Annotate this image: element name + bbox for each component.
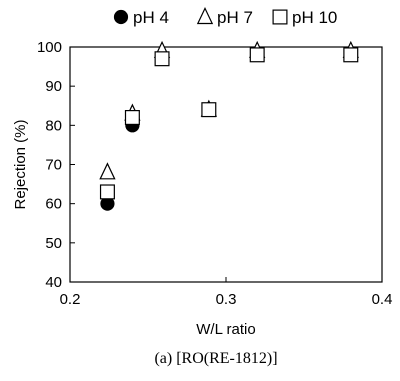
legend-marker xyxy=(196,6,214,25)
x-axis: 0.2 0.3 0.4 xyxy=(60,277,393,308)
x-tick-label: 0.2 xyxy=(60,291,81,308)
legend-label: pH 7 xyxy=(217,8,253,27)
data-point xyxy=(154,51,170,67)
x-tick-label: 0.3 xyxy=(216,291,237,308)
y-tick-label: 50 xyxy=(45,235,62,252)
legend-label: pH 4 xyxy=(133,8,169,27)
y-tick-label: 40 xyxy=(45,274,62,291)
data-point xyxy=(249,47,265,63)
data-point xyxy=(124,109,140,125)
y-axis: 40 50 60 70 80 90 100 xyxy=(37,39,75,291)
data-marks xyxy=(99,40,359,211)
figure-caption: (a) [RO(RE-1812)] xyxy=(154,350,277,367)
y-tick-label: 60 xyxy=(45,196,62,213)
data-point xyxy=(99,184,115,200)
legend: pH 4 pH 7 pH 10 xyxy=(113,6,337,27)
y-tick-label: 100 xyxy=(37,39,62,56)
data-point xyxy=(343,47,359,63)
plot-area-frame xyxy=(69,46,383,283)
data-point xyxy=(201,102,217,118)
legend-label: pH 10 xyxy=(292,8,337,27)
legend-item: pH 7 xyxy=(196,6,253,27)
y-tick-label: 80 xyxy=(45,117,62,134)
data-point xyxy=(99,162,116,180)
legend-marker xyxy=(272,9,288,25)
x-tick-label: 0.4 xyxy=(372,291,393,308)
x-axis-title: W/L ratio xyxy=(196,321,255,338)
legend-item: pH 4 xyxy=(113,8,169,27)
series-ph-4 xyxy=(100,47,358,211)
y-axis-title: Rejection (%) xyxy=(12,119,29,209)
legend-item: pH 10 xyxy=(272,8,337,27)
y-tick-label: 90 xyxy=(45,78,62,95)
legend-marker xyxy=(113,9,129,25)
series-ph-10 xyxy=(99,47,359,200)
y-tick-label: 70 xyxy=(45,157,62,174)
